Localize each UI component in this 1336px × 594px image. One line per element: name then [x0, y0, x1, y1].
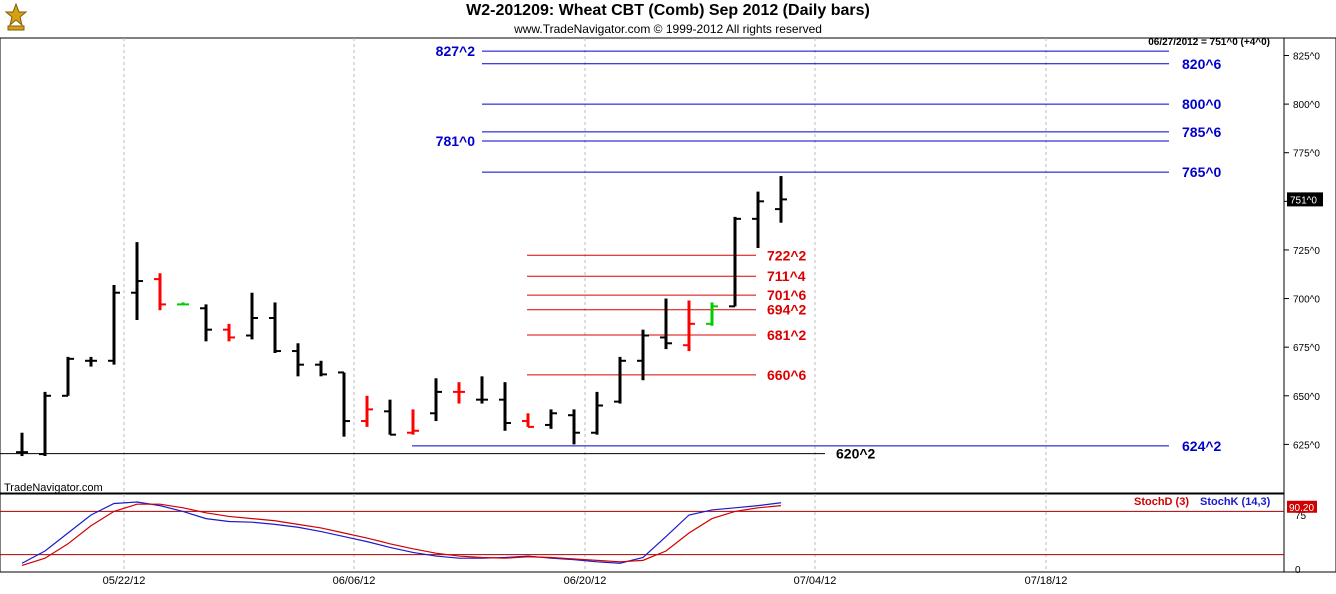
ohlc-bar	[361, 395, 373, 427]
price-level-label: 694^2	[767, 302, 807, 318]
ohlc-bar	[729, 216, 741, 308]
ohlc-bar	[292, 343, 304, 377]
ohlc-bar	[568, 409, 580, 445]
ohlc-bar	[108, 284, 120, 365]
ohlc-bar	[315, 360, 327, 377]
ohlc-bar	[223, 323, 235, 342]
ohlc-bar	[62, 356, 74, 397]
price-level-label: 785^6	[1182, 124, 1222, 140]
x-tick-label: 07/04/12	[794, 575, 837, 587]
ohlc-bar	[637, 329, 649, 381]
price-level-label: 711^4	[767, 268, 806, 284]
x-tick-label: 07/18/12	[1025, 575, 1068, 587]
price-panel	[0, 37, 1285, 494]
last-price-label: 751^0	[1290, 195, 1317, 206]
stoch-last-label: 90.20	[1289, 503, 1314, 514]
x-tick-label: 06/06/12	[333, 575, 376, 587]
y-tick-label: 625^0	[1293, 440, 1320, 451]
ohlc-bar	[591, 391, 603, 435]
ohlc-bar	[476, 376, 488, 404]
ohlc-bar	[384, 399, 396, 436]
y-tick-label: 700^0	[1293, 295, 1320, 306]
ohlc-bar	[775, 176, 787, 223]
price-level-label: 660^6	[767, 367, 807, 383]
y-tick-label: 675^0	[1293, 343, 1320, 354]
ohlc-bar	[246, 292, 258, 340]
legend-stoch-k: StochK (14,3)	[1200, 496, 1271, 508]
ohlc-bar	[269, 302, 281, 353]
ohlc-bar	[85, 356, 97, 367]
ohlc-bar	[338, 371, 350, 437]
price-level-label: 701^6	[767, 287, 807, 303]
ohlc-bar	[614, 356, 626, 404]
watermark: TradeNavigator.com	[4, 482, 103, 494]
last-price-tag	[1287, 192, 1323, 207]
ohlc-bar	[131, 242, 143, 320]
y-tick-label: 775^0	[1293, 149, 1320, 160]
price-level-label: 681^2	[767, 327, 807, 343]
ohlc-bar	[706, 302, 718, 326]
y-tick-label: 725^0	[1293, 246, 1320, 257]
y-tick-label: 650^0	[1293, 392, 1320, 403]
y-tick-label: 825^0	[1293, 52, 1320, 63]
ohlc-bar	[177, 302, 189, 306]
stoch-y-tick-label: 0	[1295, 565, 1301, 576]
price-level-label: 722^2	[767, 247, 807, 263]
ohlc-bar	[39, 391, 51, 457]
last-quote: 06/27/2012 = 751^0 (+4^0)	[1148, 37, 1270, 48]
x-tick-label: 05/22/12	[103, 575, 146, 587]
y-axis-strip	[1283, 37, 1336, 573]
ohlc-bar	[200, 304, 212, 342]
y-tick-label: 800^0	[1293, 100, 1320, 111]
price-level-label: 781^0	[436, 133, 476, 149]
ohlc-bar	[752, 191, 764, 248]
x-tick-label: 06/20/12	[564, 575, 607, 587]
price-level-label: 820^6	[1182, 56, 1222, 72]
ohlc-bar	[660, 298, 672, 350]
stoch-last-tag	[1287, 500, 1317, 513]
price-level-label: 800^0	[1182, 96, 1222, 112]
legend-stoch-d: StochD (3)	[1134, 496, 1189, 508]
price-level-label: 827^2	[436, 43, 476, 59]
ohlc-bar	[522, 413, 534, 428]
chart-copyright: www.TradeNavigator.com © 1999-2012 All r…	[514, 22, 822, 36]
ohlc-bar	[154, 273, 166, 311]
price-level-label: 620^2	[836, 446, 876, 462]
trade-navigator-logo-icon	[4, 2, 28, 31]
price-level-label: 765^0	[1182, 164, 1222, 180]
ohlc-bar	[407, 409, 419, 435]
ohlc-bar	[430, 378, 442, 422]
ohlc-bar	[683, 300, 695, 352]
chart-title: W2-201209: Wheat CBT (Comb) Sep 2012 (Da…	[466, 2, 870, 19]
ohlc-bar	[545, 409, 557, 429]
ohlc-bar	[16, 432, 28, 457]
stoch-y-tick-label: 75	[1295, 511, 1307, 522]
stoch-series-line	[21, 503, 782, 566]
ohlc-bar	[453, 382, 465, 404]
price-level-label: 624^2	[1182, 438, 1222, 454]
ohlc-bar	[499, 382, 511, 431]
